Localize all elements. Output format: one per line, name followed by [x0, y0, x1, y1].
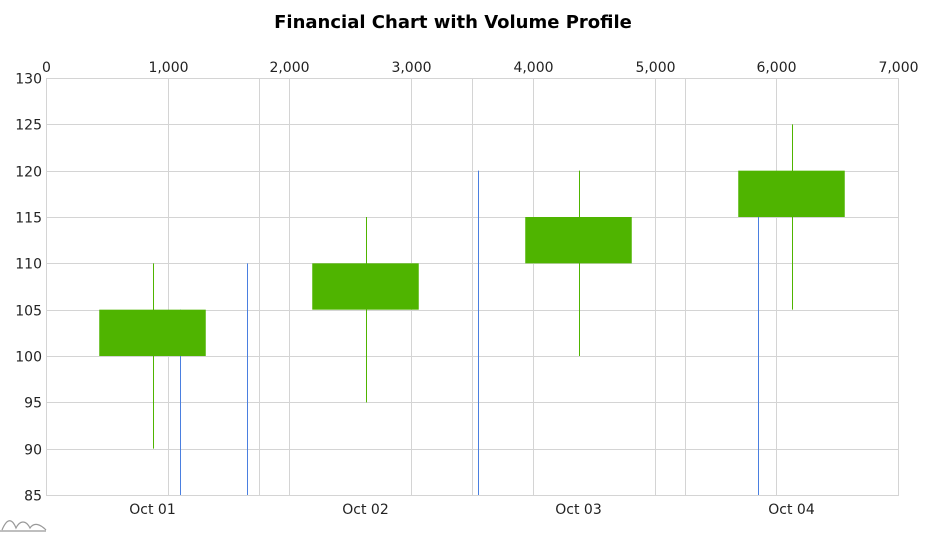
y-tick-label: 120	[15, 165, 42, 181]
candle-body	[99, 309, 206, 356]
x-tick-label: Oct 03	[555, 502, 601, 518]
x2-tick-label: 6,000	[756, 60, 796, 76]
y-tick-label: 85	[24, 489, 42, 505]
x-tick-label: Oct 04	[768, 502, 815, 518]
y-tick-label: 125	[15, 118, 42, 134]
y-tick-label: 95	[24, 396, 42, 412]
x2-tick-label: 4,000	[513, 60, 553, 76]
x-tick-label: Oct 01	[129, 502, 175, 518]
x-tick-label: Oct 02	[342, 502, 388, 518]
x2-tick-label: 1,000	[148, 60, 188, 76]
y-tick-label: 110	[15, 257, 42, 273]
y-tick-label: 100	[15, 350, 42, 366]
candle-body	[738, 170, 845, 217]
y-tick-label: 115	[15, 211, 42, 227]
x2-tick-label: 3,000	[391, 60, 431, 76]
y-tick-label: 105	[15, 304, 42, 320]
plot-frame	[46, 78, 899, 496]
grid-layer	[46, 78, 899, 496]
candle-body	[312, 263, 419, 310]
volume-profile-layer	[180, 170, 759, 495]
x2-tick-label: 7,000	[878, 60, 918, 76]
chart-title: Financial Chart with Volume Profile	[274, 12, 632, 33]
x2-tick-label: 2,000	[269, 60, 309, 76]
x2-tick-label: 5,000	[635, 60, 675, 76]
y-tick-label: 130	[15, 72, 42, 88]
candle-body	[525, 217, 632, 264]
chart-logo-icon	[0, 520, 47, 532]
x2-tick-label: 0	[42, 60, 51, 76]
y-tick-label: 90	[24, 443, 42, 459]
candles-layer	[99, 124, 845, 449]
